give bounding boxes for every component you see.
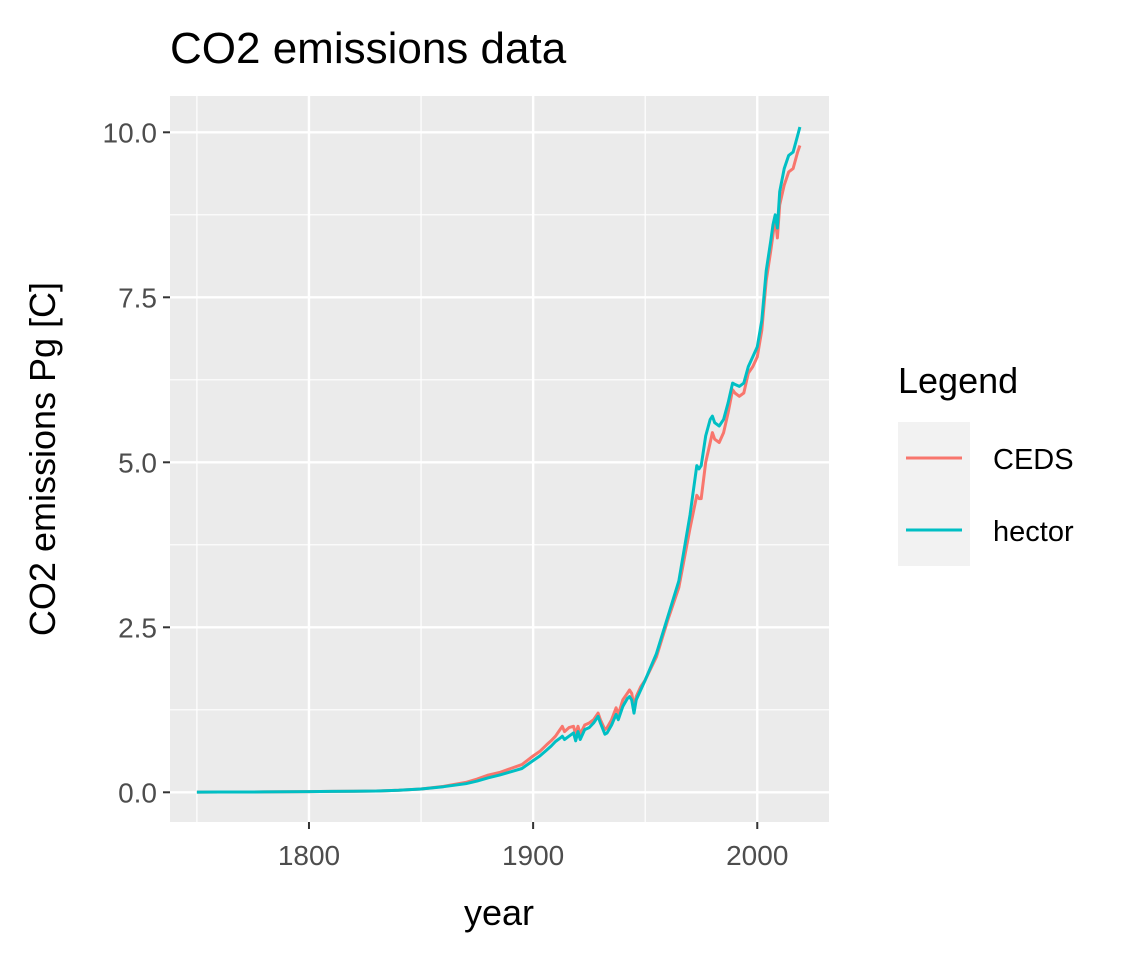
minor-gridlines [170, 96, 829, 822]
series-lines [196, 126, 802, 794]
y-axis-title: CO2 emissions Pg [C] [22, 282, 63, 636]
x-tick-label: 2000 [726, 840, 788, 871]
legend: Legend CEDS hector [898, 360, 1074, 566]
x-axis-title: year [464, 892, 534, 933]
chart-title: CO2 emissions data [170, 24, 567, 73]
y-tick-label: 10.0 [103, 117, 158, 148]
y-tick-label: 0.0 [118, 777, 157, 808]
series-line-ceds [196, 145, 802, 794]
x-axis-ticks: 1800 1900 2000 [278, 822, 788, 871]
y-tick-label: 2.5 [118, 612, 157, 643]
x-tick-label: 1800 [278, 840, 340, 871]
legend-title: Legend [898, 360, 1018, 401]
y-tick-label: 5.0 [118, 447, 157, 478]
plot-panel [170, 96, 829, 822]
y-axis-ticks: 0.0 2.5 5.0 7.5 10.0 [103, 117, 170, 808]
legend-label-ceds: CEDS [993, 444, 1074, 476]
major-gridlines [170, 96, 829, 822]
legend-label-hector: hector [993, 516, 1074, 548]
series-line-hector [196, 126, 802, 794]
y-tick-label: 7.5 [118, 282, 157, 313]
x-tick-label: 1900 [502, 840, 564, 871]
